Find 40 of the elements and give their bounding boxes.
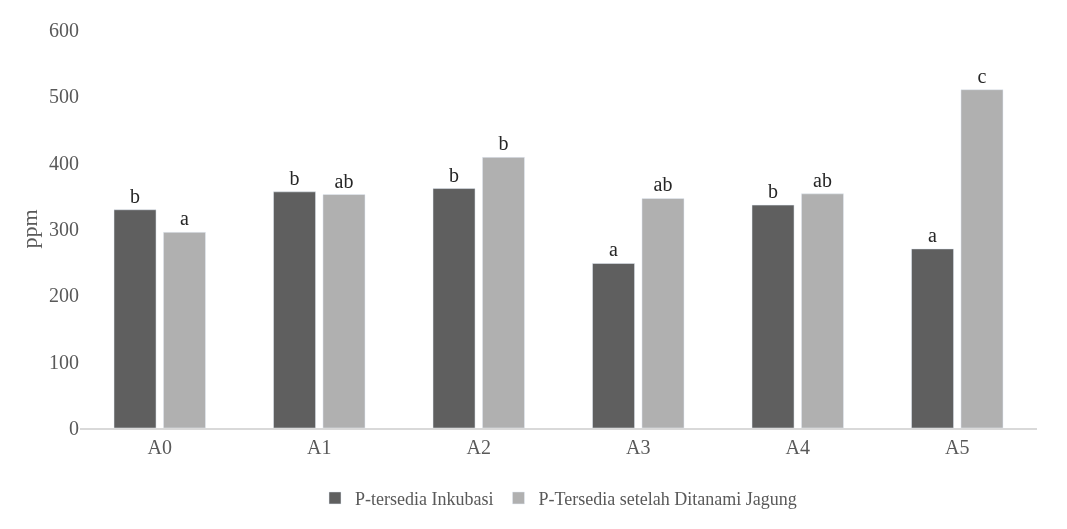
data-label: ab — [653, 173, 673, 196]
x-tick-label: A4 — [785, 436, 810, 458]
bar — [163, 232, 206, 428]
data-label: b — [130, 184, 141, 207]
data-label: a — [179, 207, 189, 230]
bar — [751, 204, 795, 428]
data-label: b — [768, 180, 779, 203]
data-label: a — [928, 223, 938, 246]
y-tick-label: 500 — [49, 85, 79, 108]
legend-label: P-tersedia Inkubasi — [355, 488, 494, 509]
bar — [432, 188, 476, 428]
legend-label: P-Tersedia setelah Ditanami Jagung — [538, 488, 797, 509]
bar — [592, 263, 635, 428]
bar — [273, 191, 316, 428]
bar — [911, 248, 954, 428]
data-label: b — [289, 166, 300, 189]
y-tick-label: 200 — [49, 284, 79, 307]
bar — [322, 194, 366, 428]
y-tick-label: 300 — [49, 218, 79, 240]
bar — [960, 89, 1004, 428]
data-label: ab — [334, 169, 354, 192]
y-tick-label: 600 — [49, 19, 79, 41]
x-tick-label: A3 — [626, 436, 651, 458]
data-label: b — [498, 132, 509, 155]
y-axis-title: ppm — [16, 209, 42, 249]
data-label: a — [609, 238, 619, 261]
data-label: ab — [813, 168, 832, 191]
data-label: b — [449, 163, 460, 186]
x-tick-label: A2 — [466, 436, 491, 458]
data-label: c — [977, 64, 987, 87]
x-tick-label: A0 — [147, 436, 172, 458]
y-tick-label: 400 — [49, 151, 79, 174]
bar — [482, 157, 525, 428]
bar — [801, 193, 844, 428]
x-tick-label: A1 — [307, 436, 332, 458]
y-tick-label: 0 — [69, 417, 79, 439]
bar — [113, 209, 157, 428]
y-tick-label: 100 — [49, 350, 79, 373]
bar — [641, 198, 685, 428]
x-tick-label: A5 — [945, 436, 970, 458]
